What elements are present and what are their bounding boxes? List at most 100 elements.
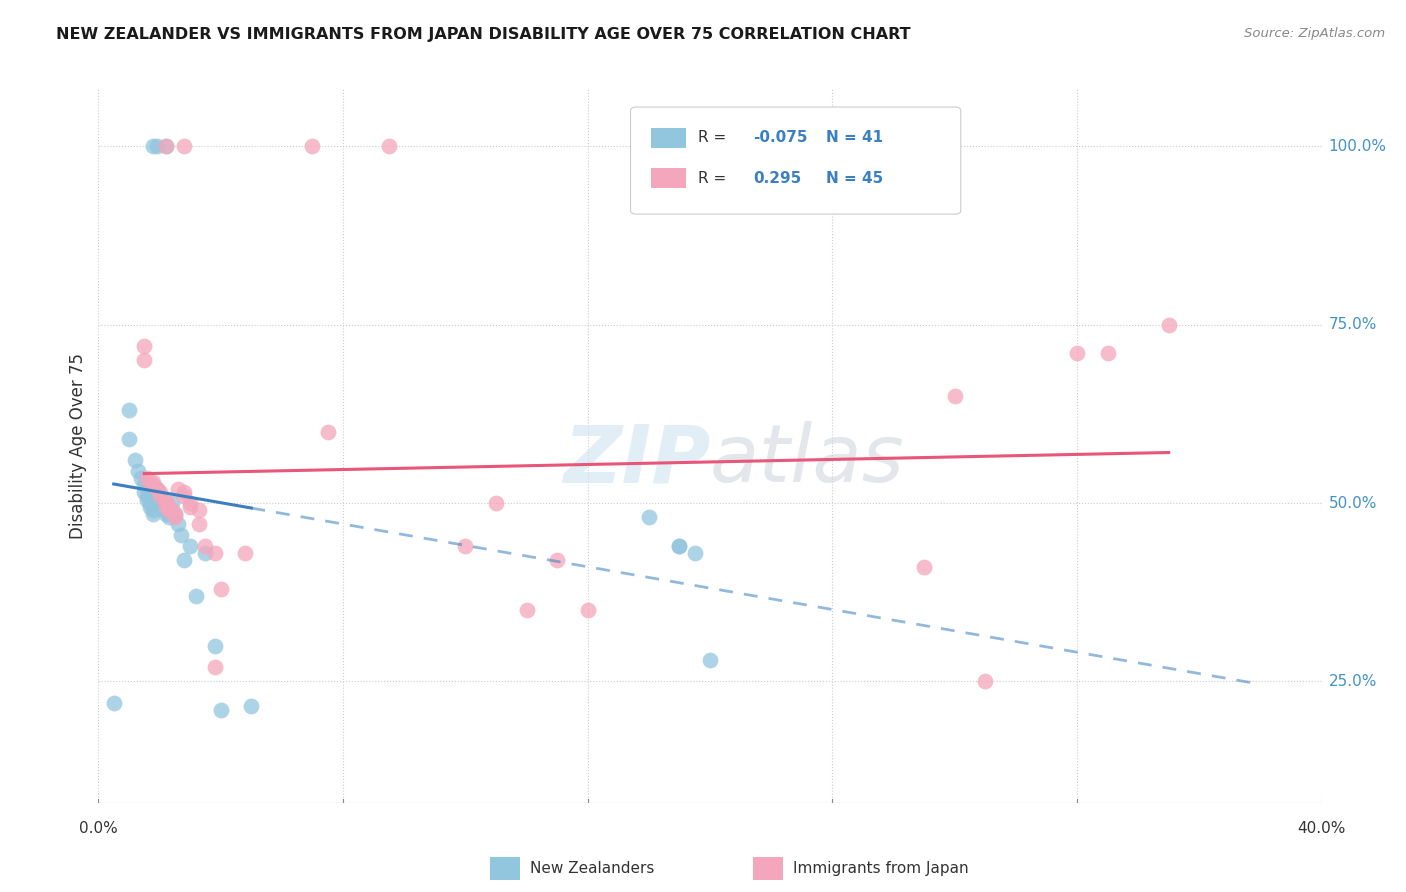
Point (1066, 346, 1088, 360)
Point (454, 539, 477, 553)
Point (485, 496, 508, 510)
Point (204, 660, 226, 674)
Point (240, 699, 263, 714)
Text: ZIP: ZIP (562, 421, 710, 500)
Point (683, 546, 706, 560)
FancyBboxPatch shape (489, 857, 520, 880)
Point (179, 539, 201, 553)
Text: 75.0%: 75.0% (1329, 318, 1376, 332)
Point (186, 589, 208, 603)
Point (149, 489, 172, 503)
Point (194, 539, 217, 553)
Point (943, 389, 966, 403)
Point (173, 489, 195, 503)
Point (974, 674, 997, 689)
Text: 25.0%: 25.0% (1329, 674, 1376, 689)
Point (142, 507, 165, 521)
Text: R =: R = (697, 130, 731, 145)
Text: 100.0%: 100.0% (1329, 139, 1386, 153)
FancyBboxPatch shape (651, 169, 686, 188)
Text: N = 45: N = 45 (827, 171, 883, 186)
Point (155, 139, 177, 153)
Point (124, 453, 146, 467)
Text: Source: ZipAtlas.com: Source: ZipAtlas.com (1244, 27, 1385, 40)
Point (233, 546, 256, 560)
Point (157, 500, 180, 514)
Text: 50.0%: 50.0% (1329, 496, 1376, 510)
Point (167, 517, 190, 532)
Point (179, 496, 201, 510)
Point (167, 482, 190, 496)
Point (546, 553, 568, 567)
Text: atlas: atlas (710, 421, 905, 500)
Point (637, 510, 661, 524)
Point (139, 496, 162, 510)
Point (155, 139, 177, 153)
Text: R =: R = (697, 171, 731, 186)
Text: 40.0%: 40.0% (1298, 821, 1346, 836)
FancyBboxPatch shape (651, 128, 686, 148)
Point (160, 503, 183, 517)
Point (134, 478, 156, 492)
Point (127, 464, 149, 478)
Point (134, 339, 156, 353)
Point (129, 471, 152, 485)
Point (912, 560, 935, 574)
Point (173, 139, 195, 153)
Point (163, 510, 186, 524)
Point (155, 500, 177, 514)
Point (149, 496, 172, 510)
Point (142, 139, 165, 153)
Point (118, 403, 141, 417)
Text: 0.295: 0.295 (752, 171, 801, 186)
Text: -0.075: -0.075 (752, 130, 807, 145)
Text: N = 41: N = 41 (827, 130, 883, 145)
Point (136, 492, 159, 507)
Point (204, 546, 226, 560)
Point (157, 503, 180, 517)
Y-axis label: Disability Age Over 75: Disability Age Over 75 (69, 353, 87, 539)
Point (145, 482, 167, 496)
Point (145, 482, 167, 496)
Point (163, 507, 186, 521)
Point (103, 696, 125, 710)
Point (118, 432, 141, 446)
Point (155, 507, 177, 521)
Point (173, 553, 195, 567)
Point (699, 653, 721, 667)
Point (209, 703, 232, 717)
Point (149, 492, 172, 507)
Point (139, 475, 162, 489)
Point (188, 503, 211, 517)
Point (516, 603, 538, 617)
Point (301, 139, 323, 153)
Point (163, 507, 186, 521)
Point (145, 139, 167, 153)
Point (155, 503, 177, 517)
Point (142, 503, 165, 517)
Point (209, 582, 232, 596)
Point (188, 517, 211, 532)
Point (378, 139, 401, 153)
Point (204, 639, 226, 653)
Point (142, 478, 165, 492)
Point (170, 528, 193, 542)
Point (173, 485, 195, 500)
Point (1097, 346, 1119, 360)
Text: NEW ZEALANDER VS IMMIGRANTS FROM JAPAN DISABILITY AGE OVER 75 CORRELATION CHART: NEW ZEALANDER VS IMMIGRANTS FROM JAPAN D… (56, 27, 911, 42)
Point (668, 539, 690, 553)
Point (155, 496, 177, 510)
Text: Immigrants from Japan: Immigrants from Japan (793, 861, 969, 876)
Point (668, 539, 690, 553)
Point (149, 485, 172, 500)
Point (179, 500, 201, 514)
Point (157, 510, 180, 524)
Point (160, 496, 183, 510)
FancyBboxPatch shape (630, 107, 960, 214)
Point (139, 500, 162, 514)
Text: New Zealanders: New Zealanders (530, 861, 655, 876)
Point (136, 489, 159, 503)
Point (145, 489, 167, 503)
Point (142, 475, 165, 489)
Point (134, 353, 156, 368)
